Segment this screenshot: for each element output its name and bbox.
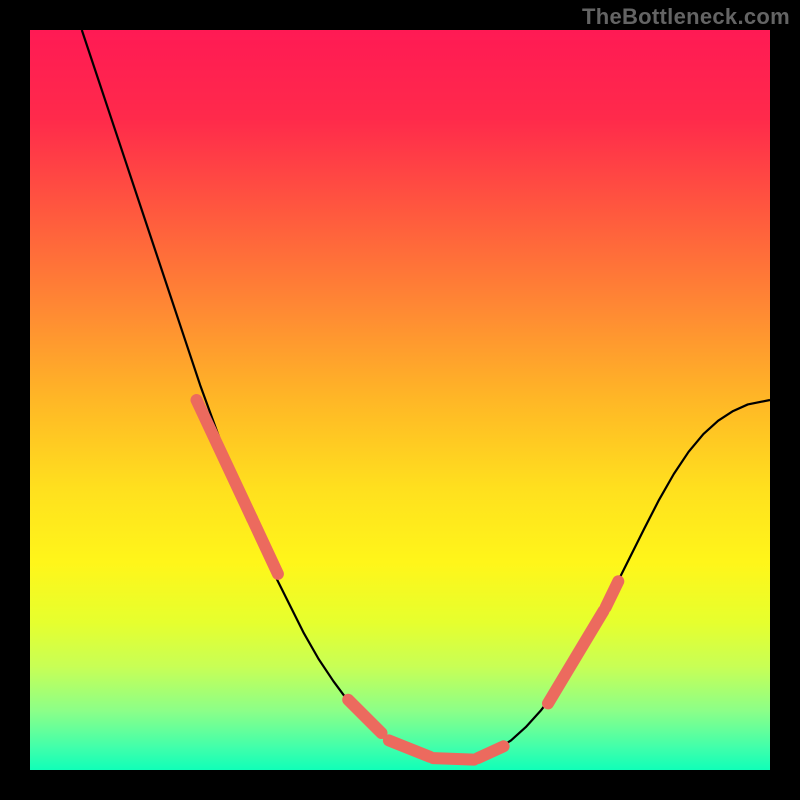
- watermark-text: TheBottleneck.com: [582, 4, 790, 30]
- chart-svg: [0, 0, 800, 800]
- marker-segment: [433, 758, 474, 759]
- gradient-background: [30, 30, 770, 770]
